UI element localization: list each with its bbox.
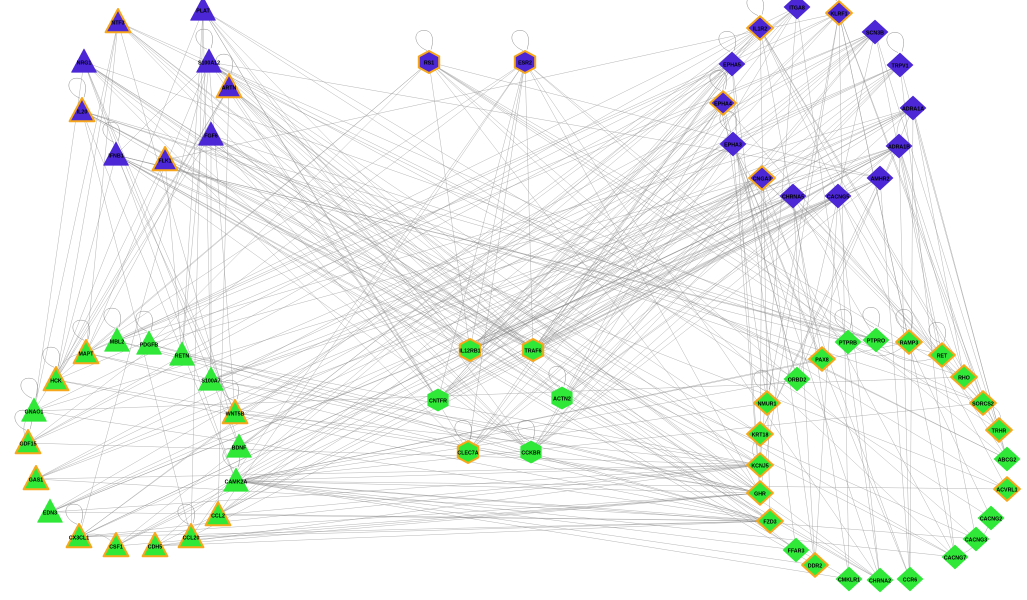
- svg-text:CCL20: CCL20: [183, 535, 200, 541]
- svg-text:CNTFR: CNTFR: [429, 398, 447, 404]
- svg-text:ESR2: ESR2: [518, 60, 532, 66]
- svg-text:CACNG2: CACNG2: [980, 516, 1002, 522]
- svg-text:CACNG7: CACNG7: [944, 555, 966, 561]
- svg-text:KLRF1: KLRF1: [830, 11, 847, 17]
- svg-text:SORCS2: SORCS2: [972, 401, 994, 407]
- svg-text:TRPV1: TRPV1: [891, 63, 908, 69]
- svg-text:PTPRB: PTPRB: [839, 340, 857, 346]
- svg-text:S100A7: S100A7: [201, 378, 220, 384]
- svg-text:NMUR1: NMUR1: [758, 401, 777, 407]
- svg-text:GDF15: GDF15: [19, 441, 36, 447]
- svg-text:IL12RB1: IL12RB1: [459, 348, 480, 354]
- svg-text:CCR6: CCR6: [903, 577, 917, 583]
- svg-text:ADRA1B: ADRA1B: [888, 144, 910, 150]
- svg-text:FLK1: FLK1: [158, 158, 171, 164]
- svg-text:SCN3B: SCN3B: [866, 30, 884, 36]
- svg-text:IL20: IL20: [77, 109, 88, 115]
- svg-text:CLEC7A: CLEC7A: [457, 450, 478, 456]
- svg-text:ITGA8: ITGA8: [789, 5, 805, 11]
- svg-text:PTPRO: PTPRO: [867, 338, 885, 344]
- svg-text:CNGA3: CNGA3: [753, 176, 772, 182]
- svg-text:MBL2: MBL2: [110, 339, 124, 345]
- svg-text:CAMK2A: CAMK2A: [225, 479, 248, 485]
- svg-text:NTF3: NTF3: [111, 20, 124, 26]
- svg-text:TRHR: TRHR: [992, 428, 1007, 434]
- svg-text:MAPT: MAPT: [78, 351, 94, 357]
- svg-text:HCK: HCK: [50, 378, 62, 384]
- svg-text:CDH5: CDH5: [148, 544, 162, 550]
- svg-text:S100A12: S100A12: [198, 60, 220, 66]
- svg-text:EDN3: EDN3: [43, 510, 57, 516]
- svg-text:RETN: RETN: [175, 353, 190, 359]
- svg-text:CHRNA2: CHRNA2: [869, 578, 891, 584]
- svg-text:ADRA1A: ADRA1A: [902, 106, 924, 112]
- svg-text:AMHR2: AMHR2: [871, 176, 890, 182]
- svg-text:ORBD2: ORBD2: [788, 377, 807, 383]
- svg-text:CSF1: CSF1: [109, 544, 123, 550]
- svg-text:CHRNA5: CHRNA5: [782, 194, 804, 200]
- svg-text:NRG1: NRG1: [77, 60, 92, 66]
- svg-text:BDNF: BDNF: [232, 445, 247, 451]
- svg-text:IL1R2: IL1R2: [753, 26, 767, 32]
- svg-text:CMKLR1: CMKLR1: [838, 577, 860, 583]
- svg-text:CX3CL1: CX3CL1: [69, 535, 89, 541]
- svg-text:CACNG3: CACNG3: [965, 537, 987, 543]
- svg-text:DDR2: DDR2: [808, 563, 822, 569]
- svg-text:ABCG2: ABCG2: [998, 457, 1017, 463]
- svg-text:PAX8: PAX8: [815, 357, 828, 363]
- svg-text:ACVRL1: ACVRL1: [996, 487, 1017, 493]
- svg-text:GHR: GHR: [754, 491, 766, 497]
- svg-text:IFNB1: IFNB1: [108, 153, 123, 159]
- svg-text:CACNG5: CACNG5: [827, 194, 849, 200]
- svg-text:WNT5B: WNT5B: [226, 411, 245, 417]
- svg-text:TRAF6: TRAF6: [524, 348, 541, 354]
- svg-text:FGF6: FGF6: [204, 133, 218, 139]
- svg-text:RS1: RS1: [424, 60, 434, 66]
- svg-text:FZD3: FZD3: [763, 519, 776, 525]
- svg-text:KCNJ5: KCNJ5: [751, 463, 768, 469]
- svg-text:EPHA3: EPHA3: [724, 142, 742, 148]
- svg-text:FFAR3: FFAR3: [788, 548, 805, 554]
- svg-text:CCL2: CCL2: [211, 513, 225, 519]
- svg-text:RET: RET: [937, 353, 948, 359]
- svg-text:PLAT: PLAT: [196, 8, 210, 14]
- svg-text:KRT18: KRT18: [752, 432, 769, 438]
- svg-text:EPHA5: EPHA5: [723, 62, 741, 68]
- svg-text:RHO: RHO: [958, 375, 970, 381]
- svg-text:EPHA4: EPHA4: [714, 101, 732, 107]
- svg-text:ACTN2: ACTN2: [553, 396, 571, 402]
- svg-text:CCKBR: CCKBR: [521, 450, 540, 456]
- svg-text:GNAO1: GNAO1: [25, 409, 44, 415]
- svg-text:PDGFB: PDGFB: [140, 342, 159, 348]
- svg-text:GAS1: GAS1: [29, 477, 43, 483]
- svg-text:RAMP3: RAMP3: [900, 340, 919, 346]
- svg-text:ARTN: ARTN: [222, 85, 237, 91]
